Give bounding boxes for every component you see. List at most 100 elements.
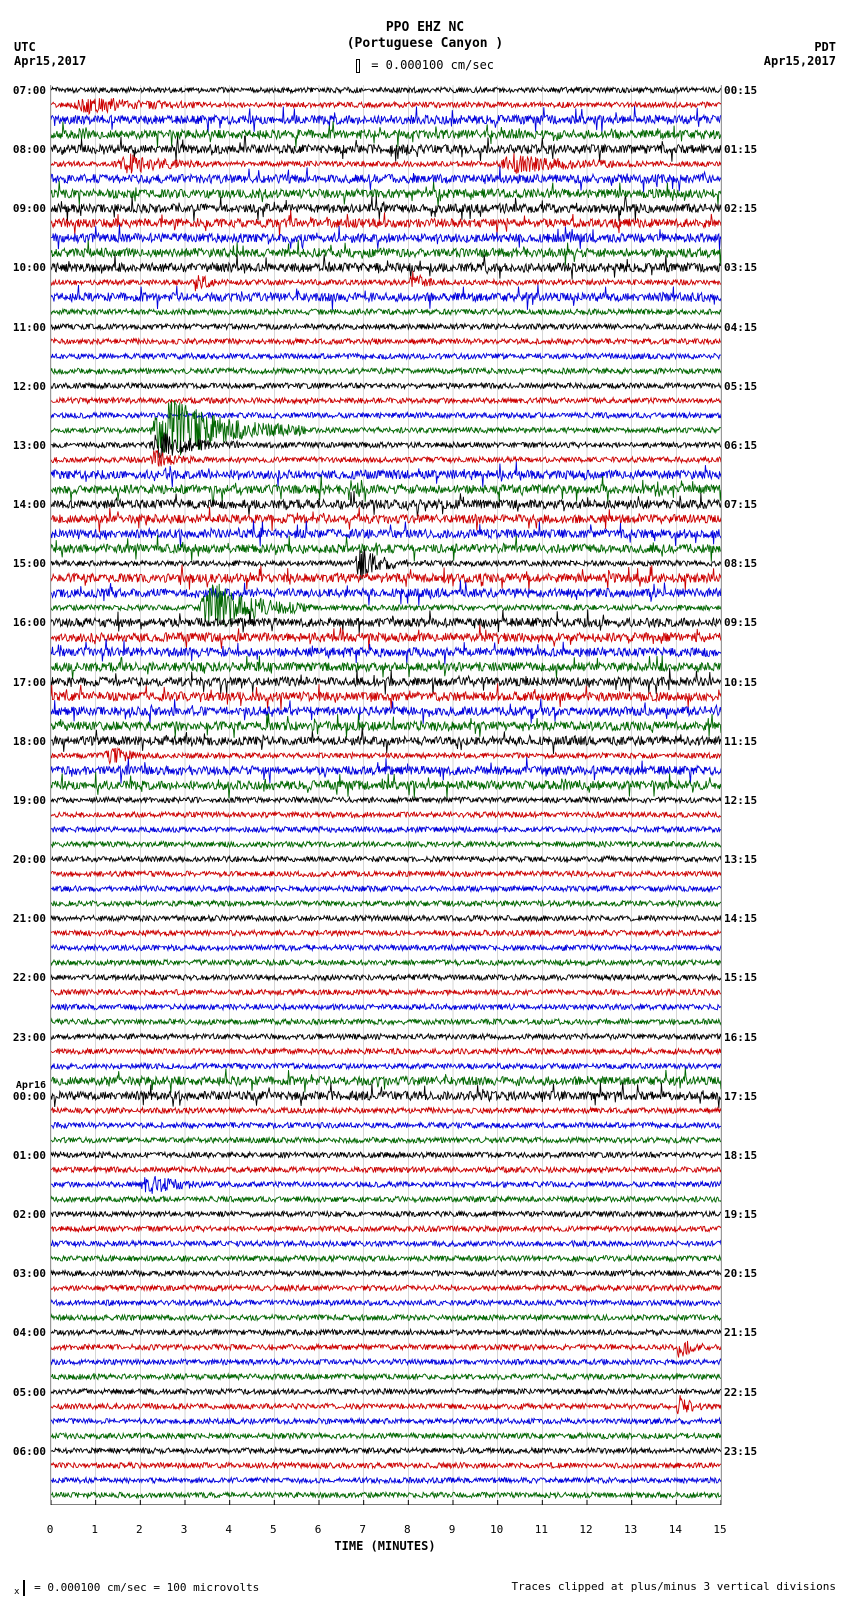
seismic-trace bbox=[51, 383, 721, 389]
seismic-trace bbox=[51, 413, 721, 419]
seismic-trace bbox=[51, 1241, 721, 1247]
pdt-hour-label: 23:15 bbox=[724, 1445, 757, 1458]
seismic-trace bbox=[51, 915, 721, 921]
seismic-trace bbox=[51, 1270, 721, 1276]
seismic-trace bbox=[51, 1197, 721, 1203]
seismic-trace bbox=[51, 960, 721, 966]
x-tick-label: 10 bbox=[490, 1523, 503, 1536]
utc-hour-label: 23:00 bbox=[13, 1031, 46, 1044]
utc-hour-label: 22:00 bbox=[13, 971, 46, 984]
seismic-trace bbox=[51, 1176, 721, 1194]
utc-hour-label: 05:00 bbox=[13, 1386, 46, 1399]
seismic-trace bbox=[51, 1285, 721, 1291]
timezone-right: PDT bbox=[814, 40, 836, 54]
seismic-trace bbox=[51, 580, 721, 606]
seismic-trace bbox=[51, 1068, 721, 1093]
utc-hour-label: 09:00 bbox=[13, 202, 46, 215]
utc-hour-label: 03:00 bbox=[13, 1267, 46, 1280]
seismic-trace bbox=[51, 713, 721, 738]
seismic-trace bbox=[51, 699, 721, 725]
pdt-hour-label: 21:15 bbox=[724, 1326, 757, 1339]
seismic-trace bbox=[51, 521, 721, 548]
seismogram-container: PPO EHZ NC (Portuguese Canyon ) = 0.0001… bbox=[0, 0, 850, 1613]
utc-hour-label: 00:00 bbox=[13, 1090, 46, 1103]
x-tick-label: 7 bbox=[359, 1523, 366, 1536]
seismic-trace bbox=[51, 945, 721, 951]
seismic-trace bbox=[51, 1226, 721, 1232]
x-tick-label: 3 bbox=[181, 1523, 188, 1536]
seismic-trace bbox=[51, 1034, 721, 1040]
pdt-hour-label: 05:15 bbox=[724, 380, 757, 393]
station-location: (Portuguese Canyon ) bbox=[0, 36, 850, 51]
seismic-trace bbox=[51, 433, 721, 458]
scale-bar-icon bbox=[356, 59, 360, 73]
seismic-trace bbox=[51, 812, 721, 818]
x-tick-label: 8 bbox=[404, 1523, 411, 1536]
x-tick-label: 1 bbox=[91, 1523, 98, 1536]
seismic-trace bbox=[51, 1123, 721, 1129]
pdt-hour-label: 11:15 bbox=[724, 735, 757, 748]
seismic-trace bbox=[51, 625, 721, 650]
x-axis-title: TIME (MINUTES) bbox=[50, 1539, 720, 1553]
seismic-trace bbox=[51, 728, 721, 754]
x-tick-label: 15 bbox=[713, 1523, 726, 1536]
seismic-trace bbox=[51, 1463, 721, 1469]
seismic-trace bbox=[51, 1019, 721, 1025]
seismic-trace bbox=[51, 324, 721, 330]
seismic-trace bbox=[51, 656, 721, 680]
seismic-trace bbox=[51, 476, 721, 503]
utc-hour-label: 10:00 bbox=[13, 261, 46, 274]
pdt-time-labels: 00:1501:1502:1503:1504:1505:1506:1507:15… bbox=[722, 85, 782, 1505]
utc-hour-label: 20:00 bbox=[13, 853, 46, 866]
seismic-trace bbox=[51, 1300, 721, 1306]
seismic-trace bbox=[51, 1063, 721, 1069]
x-tick-label: 4 bbox=[225, 1523, 232, 1536]
x-tick-label: 12 bbox=[579, 1523, 592, 1536]
utc-hour-label: 11:00 bbox=[13, 321, 46, 334]
pdt-hour-label: 00:15 bbox=[724, 84, 757, 97]
seismic-trace bbox=[51, 609, 721, 634]
seismic-trace bbox=[51, 285, 721, 310]
timezone-left: UTC bbox=[14, 40, 36, 54]
utc-hour-label: 02:00 bbox=[13, 1208, 46, 1221]
utc-hour-label: 19:00 bbox=[13, 794, 46, 807]
seismic-trace bbox=[51, 856, 721, 862]
seismic-trace bbox=[51, 353, 721, 359]
pdt-hour-label: 07:15 bbox=[724, 498, 757, 511]
utc-hour-label: 18:00 bbox=[13, 735, 46, 748]
station-code: PPO EHZ NC bbox=[0, 20, 850, 35]
utc-hour-label: 17:00 bbox=[13, 676, 46, 689]
utc-hour-label: 04:00 bbox=[13, 1326, 46, 1339]
seismic-trace bbox=[51, 1448, 721, 1454]
pdt-hour-label: 04:15 bbox=[724, 321, 757, 334]
pdt-hour-label: 22:15 bbox=[724, 1386, 757, 1399]
seismogram-plot bbox=[50, 85, 722, 1505]
seismic-trace bbox=[51, 121, 721, 148]
seismic-trace bbox=[51, 271, 721, 291]
seismic-trace bbox=[51, 1492, 721, 1498]
scale-info: = 0.000100 cm/sec bbox=[0, 58, 850, 73]
seismic-trace bbox=[51, 1330, 721, 1336]
x-tick-label: 11 bbox=[535, 1523, 548, 1536]
pdt-hour-label: 10:15 bbox=[724, 676, 757, 689]
pdt-hour-label: 02:15 bbox=[724, 202, 757, 215]
seismic-trace bbox=[51, 398, 721, 404]
seismic-trace bbox=[51, 1256, 721, 1262]
seismic-trace bbox=[51, 462, 721, 487]
x-tick-label: 0 bbox=[47, 1523, 54, 1536]
seismic-trace bbox=[51, 450, 721, 466]
seismic-trace bbox=[51, 98, 721, 114]
utc-hour-label: 08:00 bbox=[13, 143, 46, 156]
x-tick-label: 6 bbox=[315, 1523, 322, 1536]
seismic-trace bbox=[51, 106, 721, 133]
x-tick-label: 13 bbox=[624, 1523, 637, 1536]
pdt-hour-label: 13:15 bbox=[724, 853, 757, 866]
pdt-hour-label: 06:15 bbox=[724, 439, 757, 452]
seismic-trace bbox=[51, 565, 721, 591]
pdt-hour-label: 12:15 bbox=[724, 794, 757, 807]
pdt-hour-label: 18:15 bbox=[724, 1149, 757, 1162]
seismic-trace bbox=[51, 1049, 721, 1055]
seismic-trace bbox=[51, 1152, 721, 1158]
utc-hour-label: 14:00 bbox=[13, 498, 46, 511]
seismic-trace bbox=[51, 240, 721, 266]
